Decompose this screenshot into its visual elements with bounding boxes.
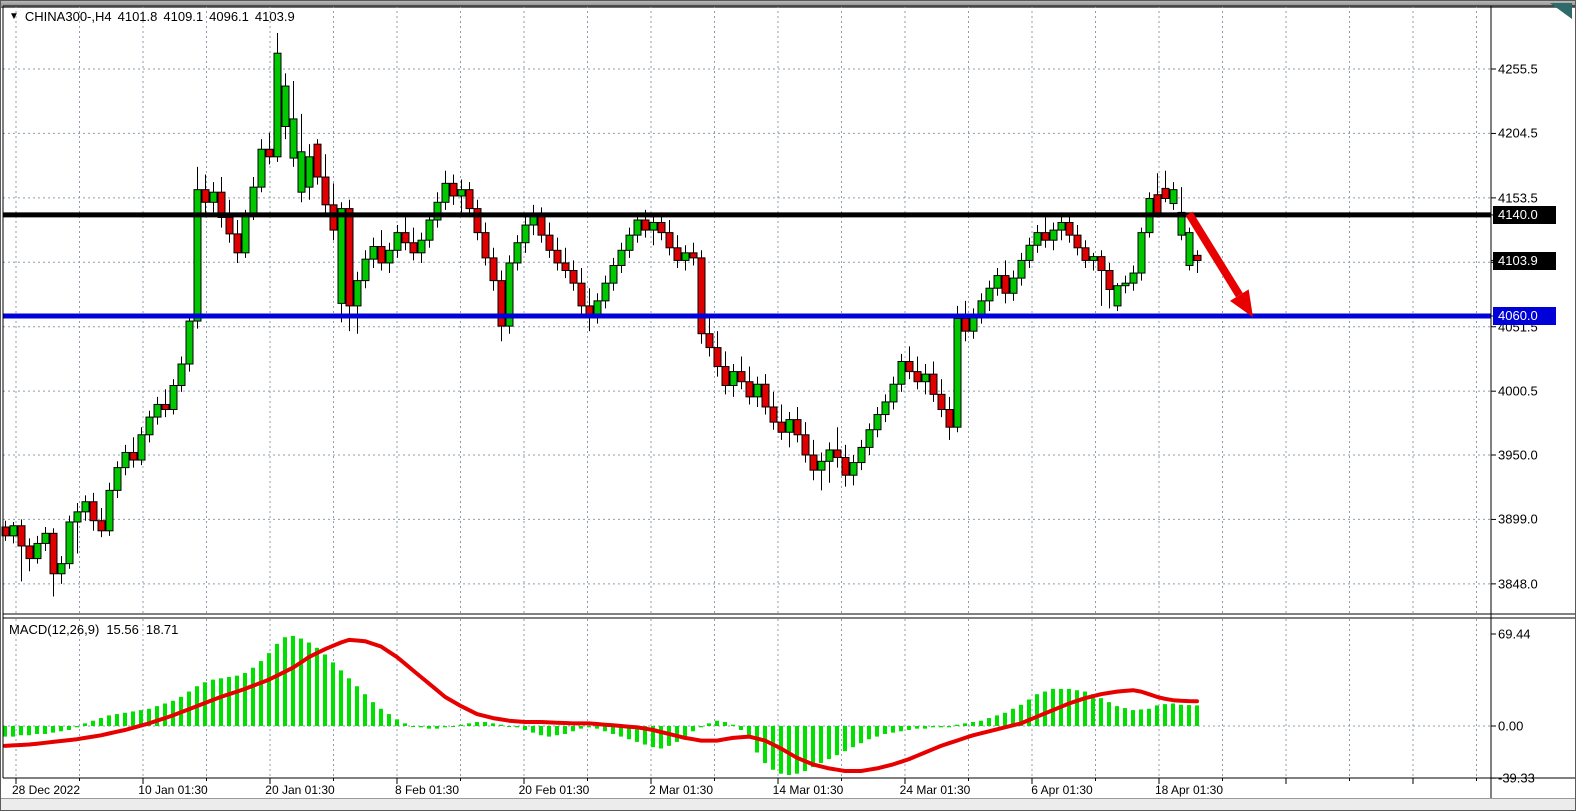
price-axis-label: 4255.5 [1498, 61, 1538, 77]
time-axis-label: 2 Mar 01:30 [648, 783, 714, 797]
price-axis-label: 3848.0 [1498, 576, 1538, 592]
price-axis-label: 4153.5 [1498, 190, 1538, 206]
macd-signal-value: 18.71 [145, 622, 179, 637]
ohlc-close: 4103.9 [254, 9, 295, 24]
time-axis-label: 6 Apr 01:30 [1031, 783, 1093, 797]
price-axis-label: 4204.5 [1498, 125, 1538, 141]
time-axis-label: 14 Mar 01:30 [772, 783, 844, 797]
time-axis-label: 24 Mar 01:30 [899, 783, 971, 797]
symbol-header: ▼ CHINA300-,H4 4101.8 4109.1 4096.1 4103… [9, 9, 295, 24]
window-top-border [1, 1, 1575, 8]
symbol-name: CHINA300-,H4 [24, 9, 112, 24]
macd-axis-label: 0.00 [1498, 718, 1524, 734]
time-axis-label: 18 Apr 01:30 [1154, 783, 1224, 797]
time-axis-label: 8 Feb 01:30 [394, 783, 460, 797]
ohlc-low: 4096.1 [209, 9, 249, 24]
price-axis-label: 3950.0 [1498, 447, 1538, 463]
time-axis-label: 20 Jan 01:30 [265, 783, 335, 797]
candles-layer [1, 32, 1202, 597]
trend-arrow-shaft [1185, 211, 1243, 298]
time-axis-label: 28 Dec 2022 [11, 783, 81, 797]
price-tag-label: 4060.0 [1493, 307, 1556, 325]
macd-axis-label: 69.44 [1498, 626, 1531, 642]
corner-widget-icon [1550, 3, 1572, 19]
ohlc-open: 4101.8 [117, 9, 158, 24]
macd-indicator-label: MACD(12,26,9) 15.56 18.71 [9, 622, 178, 637]
macd-main-value: 15.56 [106, 622, 139, 637]
price-axis-label: 4000.5 [1498, 383, 1538, 399]
symbol-dropdown-icon[interactable]: ▼ [9, 11, 19, 22]
price-tag-label: 4103.9 [1493, 251, 1556, 270]
time-axis-label: 10 Jan 01:30 [138, 783, 208, 797]
ohlc-high: 4109.1 [163, 9, 204, 24]
macd-histogram [3, 635, 1199, 776]
macd-axis-label: -39.33 [1498, 770, 1535, 786]
time-axis-label: 20 Feb 01:30 [518, 783, 590, 797]
trend-arrow-head [1229, 289, 1253, 318]
macd-signal-line [3, 637, 1199, 773]
price-axis-label: 3899.0 [1498, 511, 1538, 527]
window-bottom-strip [1, 798, 1575, 810]
macd-name: MACD(12,26,9) [9, 622, 100, 637]
price-tag-label: 4140.0 [1493, 205, 1556, 224]
